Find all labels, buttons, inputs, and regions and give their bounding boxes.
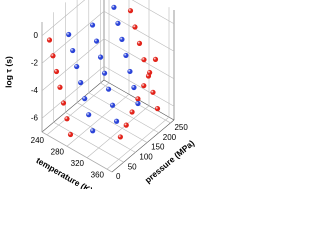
grid-line	[88, 92, 159, 134]
data-point	[127, 8, 134, 14]
z-tick-label: -6	[31, 113, 39, 122]
data-point	[67, 131, 74, 138]
data-point	[50, 53, 56, 59]
data-point	[135, 96, 141, 102]
grid-line	[41, 131, 113, 173]
z-tick-label: 0	[34, 31, 39, 40]
data-point	[53, 68, 60, 75]
grid-line	[46, 82, 110, 136]
grid-line	[103, 65, 175, 107]
data-point	[141, 57, 147, 63]
grid-line	[76, 102, 148, 143]
data-point	[117, 134, 123, 140]
x-tick-label: 240	[31, 136, 45, 145]
data-point	[131, 84, 137, 91]
grid-line	[41, 0, 86, 36]
data-point	[113, 118, 120, 124]
x-tick-label: 320	[71, 159, 85, 168]
z-tick-label: -4	[31, 86, 39, 95]
x-tick-label: 360	[91, 170, 105, 179]
grid-line	[103, 38, 175, 80]
data-point	[129, 109, 135, 115]
grid-line	[41, 66, 105, 119]
data-point	[46, 37, 53, 43]
y-tick-label: 100	[139, 152, 153, 161]
data-point	[154, 106, 161, 112]
data-point	[82, 96, 88, 102]
y-tick-label: 0	[116, 172, 121, 181]
chart: log τ (s) temperature (K) pressure (MPa)…	[3, 0, 196, 189]
grid-line	[53, 121, 124, 163]
data-point	[64, 116, 70, 122]
data-point	[141, 83, 147, 89]
data-point	[111, 4, 117, 10]
y-tick-label: 250	[174, 123, 188, 132]
data-point	[89, 22, 96, 28]
data-point	[147, 69, 153, 76]
data-point	[136, 40, 143, 46]
x-axis-title: temperature (K)	[34, 155, 94, 189]
grid-line	[131, 0, 175, 25]
data-point	[101, 70, 108, 76]
grid-line	[65, 112, 136, 153]
data-point	[97, 54, 104, 60]
grid-line	[66, 94, 130, 147]
data-point	[70, 47, 76, 54]
y-tick-label: 50	[128, 162, 137, 171]
data-point	[86, 112, 92, 118]
z-axis-title: log τ (s)	[3, 56, 13, 88]
axis-line	[111, 119, 175, 173]
data-point	[57, 84, 63, 90]
data-point	[93, 38, 100, 44]
grid-line	[103, 10, 175, 52]
data-point	[150, 89, 156, 95]
y-tick-label: 200	[163, 133, 177, 142]
data-point	[115, 20, 121, 26]
data-point	[60, 100, 67, 106]
z-tick-label: -2	[31, 58, 39, 67]
x-tick-label: 280	[51, 147, 65, 156]
data-point	[123, 122, 129, 128]
grid-line	[106, 116, 170, 170]
grid-line	[86, 105, 150, 158]
data-point	[105, 86, 112, 92]
grid-line	[41, 38, 105, 91]
data-point	[66, 31, 72, 38]
data-point	[78, 80, 84, 86]
data-point	[123, 52, 129, 59]
data-point	[127, 68, 133, 75]
data-point	[132, 24, 138, 30]
data-point	[152, 56, 159, 62]
data-point	[119, 36, 125, 42]
data-point	[109, 102, 116, 108]
y-tick-label: 150	[151, 143, 165, 152]
axis-line	[41, 79, 105, 133]
data-point	[135, 100, 141, 107]
data-point	[74, 63, 80, 70]
data-point	[90, 128, 96, 134]
